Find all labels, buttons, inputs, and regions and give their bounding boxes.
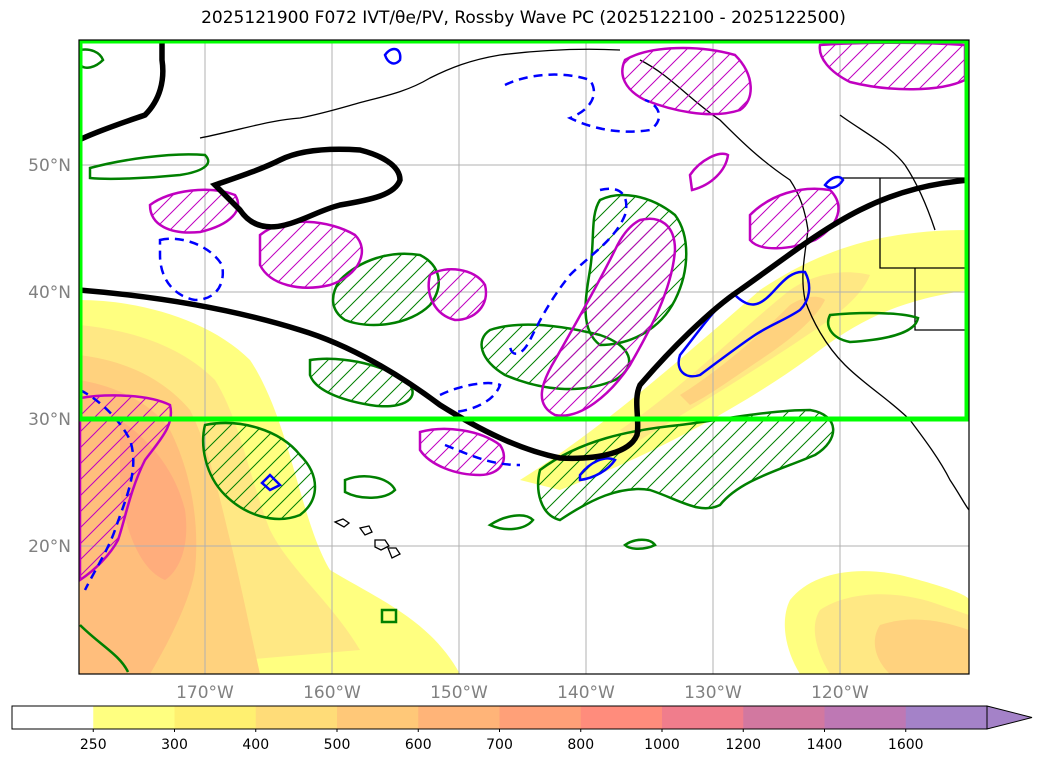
green-blob-5: [201, 421, 317, 521]
colorbar-cell: [255, 706, 338, 729]
colorbar-label-1200: 1200: [725, 737, 761, 753]
blue-dash-1: [158, 237, 225, 302]
magenta-blob-10: [688, 152, 730, 192]
lon-label-160w: 160°W: [303, 683, 361, 703]
blue-solid-3: [260, 473, 283, 492]
lon-label-150w: 150°W: [430, 683, 488, 703]
colorbar-cell: [174, 706, 257, 729]
state-border-1: [879, 178, 969, 269]
hawaii-4: [387, 547, 401, 559]
lon-label-170w: 170°W: [176, 683, 234, 703]
colorbar-cell: [93, 706, 175, 729]
colorbar-cell: [580, 706, 663, 729]
alaska-coast: [199, 48, 621, 139]
ivt-se-400: [874, 619, 969, 674]
blue-solid-5: [383, 47, 402, 65]
blue-dash-2: [508, 187, 628, 355]
green-blob-10: [487, 514, 535, 531]
colorbar-labels: 250 300 400 500 600 700 800 1000 1200 1400 1600: [80, 729, 924, 753]
colorbar-label-250: 250: [80, 737, 107, 753]
lat-labels: 50°N 40°N 30°N 20°N: [28, 156, 71, 557]
colorbar-label-400: 400: [242, 737, 269, 753]
colorbar-label-1000: 1000: [644, 737, 680, 753]
lon-label-130w: 130°W: [684, 683, 742, 703]
lon-label-120w: 120°W: [811, 683, 869, 703]
colorbar-label-1600: 1600: [888, 737, 924, 753]
colorbar-cell: [824, 706, 907, 729]
ivt-ar-400: [680, 296, 825, 405]
magenta-blob-1: [148, 188, 240, 234]
colorbar-cell: [418, 706, 500, 729]
colorbar-cell: [499, 706, 582, 729]
black-contour-north: [79, 40, 166, 143]
green-blob-12: [79, 624, 130, 673]
lat-label-50: 50°N: [28, 156, 71, 176]
green-blob-11: [79, 48, 105, 69]
green-blob-8: [826, 311, 920, 344]
green-blob-9: [343, 475, 397, 499]
green-blob-4: [536, 408, 835, 522]
blue-dash-5: [444, 443, 521, 467]
lat-label-30: 30°N: [28, 410, 71, 430]
lon-label-140w: 140°W: [557, 683, 615, 703]
black-contour-loop: [209, 146, 403, 230]
green-blob-7: [88, 153, 210, 181]
map-panel: [78, 39, 970, 675]
magenta-blob-4: [540, 217, 677, 417]
black-contours: [79, 40, 969, 462]
colorbar-cell: [662, 706, 744, 729]
magenta-blob-3: [427, 268, 488, 322]
lat-label-20: 20°N: [28, 537, 71, 557]
blue-dash-6: [79, 388, 135, 591]
blue-dashed-contours: [79, 73, 661, 591]
colorbar-label-800: 800: [567, 737, 594, 753]
black-contour-main: [79, 177, 969, 462]
blue-dash-3: [504, 73, 661, 133]
hawaii-1: [333, 518, 351, 528]
colorbar-cells: [12, 706, 988, 729]
magenta-contours: [79, 41, 967, 583]
us-west-coast: [802, 229, 969, 511]
colorbar-cell: [743, 706, 825, 729]
map-title: 2025121900 F072 IVT/θe/PV, Rossby Wave P…: [201, 8, 846, 28]
colorbar-extend-arrow: [986, 705, 1033, 730]
green-blob-13: [623, 538, 657, 550]
map-frame: [78, 39, 970, 675]
lon-labels: 170°W 160°W 150°W 140°W 130°W 120°W: [176, 683, 869, 703]
hawaii-2: [358, 525, 373, 536]
colorbar-label-1400: 1400: [807, 737, 843, 753]
state-border-2: [914, 268, 969, 331]
colorbar-cell: [12, 706, 94, 729]
state-border-3: [839, 114, 936, 231]
colorbar-label-300: 300: [161, 737, 188, 753]
colorbar-label-600: 600: [405, 737, 432, 753]
magenta-blob-7: [621, 46, 752, 116]
colorbar-cell: [905, 706, 988, 729]
blue-dash-4: [439, 381, 502, 414]
highlight-box: [79, 40, 969, 422]
colorbar-label-500: 500: [324, 737, 351, 753]
blue-solid-2: [578, 457, 617, 482]
green-blob-14: [380, 608, 398, 624]
green-blob-1: [331, 252, 440, 327]
colorbar: 250 300 400 500 600 700 800 1000 1200 1400 1600: [11, 705, 1033, 753]
magenta-blob-9: [79, 394, 173, 583]
colorbar-label-700: 700: [486, 737, 513, 753]
blue-solid-4: [823, 175, 845, 189]
magenta-blob-2: [258, 220, 364, 289]
lat-label-40: 40°N: [28, 283, 71, 303]
hawaii-3: [374, 539, 390, 551]
colorbar-cell: [337, 706, 419, 729]
